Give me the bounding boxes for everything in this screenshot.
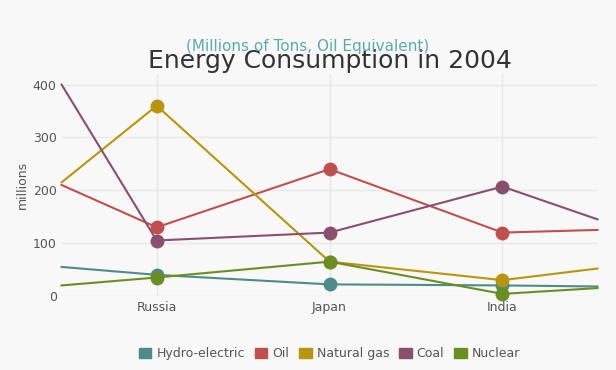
Coal xyxy=(594,217,601,222)
Natural gas xyxy=(326,259,333,264)
Y-axis label: millions: millions xyxy=(15,161,29,209)
Line: Nuclear: Nuclear xyxy=(55,255,604,300)
Legend: Hydro-electric, Oil, Natural gas, Coal, Nuclear: Hydro-electric, Oil, Natural gas, Coal, … xyxy=(134,342,525,365)
Coal xyxy=(326,231,333,235)
Line: Hydro-electric: Hydro-electric xyxy=(55,261,604,293)
Nuclear xyxy=(153,275,160,280)
Natural gas xyxy=(58,180,65,185)
Oil xyxy=(326,167,333,171)
Coal xyxy=(58,83,65,87)
Oil xyxy=(594,228,601,232)
Nuclear xyxy=(594,286,601,290)
Hydro-electric xyxy=(58,265,65,269)
Line: Natural gas: Natural gas xyxy=(55,100,604,286)
Hydro-electric xyxy=(594,284,601,289)
Nuclear xyxy=(58,283,65,287)
Oil xyxy=(153,225,160,229)
Text: (Millions of Tons, Oil Equivalent): (Millions of Tons, Oil Equivalent) xyxy=(187,39,429,54)
Natural gas xyxy=(594,266,601,271)
Oil xyxy=(58,183,65,187)
Natural gas xyxy=(499,278,506,282)
Oil xyxy=(499,231,506,235)
Title: Energy Consumption in 2004: Energy Consumption in 2004 xyxy=(148,50,511,73)
Natural gas xyxy=(153,104,160,108)
Nuclear xyxy=(326,259,333,264)
Coal xyxy=(499,184,506,189)
Coal xyxy=(153,238,160,243)
Hydro-electric xyxy=(326,282,333,287)
Hydro-electric xyxy=(499,283,506,287)
Hydro-electric xyxy=(153,273,160,277)
Nuclear xyxy=(499,292,506,296)
Line: Oil: Oil xyxy=(55,163,604,239)
Line: Coal: Coal xyxy=(55,78,604,247)
